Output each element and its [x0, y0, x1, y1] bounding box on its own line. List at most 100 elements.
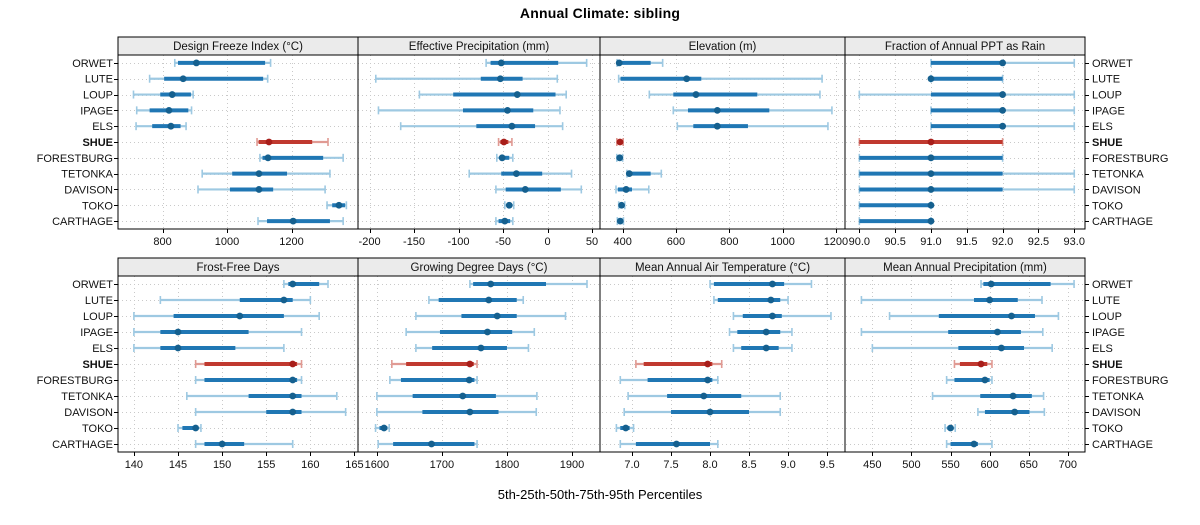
percentile-bar-shue: [391, 360, 478, 368]
percentile-bar-lute: [374, 74, 559, 83]
median-dot: [622, 424, 630, 432]
axis-tick-label: -50: [495, 236, 511, 248]
median-dot: [616, 217, 624, 225]
percentile-bar-els: [676, 122, 829, 131]
median-dot: [999, 91, 1007, 98]
axis-tick-label: 90.0: [849, 236, 870, 248]
axis-tick-label: 8.5: [741, 459, 756, 471]
median-dot: [762, 344, 770, 352]
percentile-bar-davison: [495, 185, 583, 194]
percentile-bar-ipage: [860, 328, 1044, 336]
panel-growing-degree-days-c: 1600 1700 1800 1900 Growing Degree Days (°C): [357, 257, 601, 471]
site-label-right-forestburg: FORESTBURG: [1092, 153, 1168, 165]
axis-tick-label: 93.0: [1064, 236, 1085, 248]
median-dot: [1011, 408, 1019, 416]
median-dot: [289, 392, 297, 400]
median-dot: [466, 408, 474, 416]
median-dot: [218, 440, 226, 448]
median-dot: [521, 186, 529, 193]
site-label-right-carthage: CARTHAGE: [1092, 439, 1153, 451]
panel-border: [844, 275, 1086, 453]
median-dot: [769, 312, 776, 320]
median-dot: [466, 360, 474, 368]
axis-tick-label: 92.5: [1028, 236, 1049, 248]
percentile-bar-orwet: [930, 58, 1076, 67]
percentile-bar-davison: [197, 185, 326, 194]
percentile-bar-davison: [615, 185, 650, 194]
percentile-bar-davison: [858, 185, 1076, 194]
axis-tick-label: 8.0: [702, 459, 717, 471]
percentile-bar-tetonka: [186, 392, 338, 400]
percentile-bar-orwet: [709, 280, 813, 288]
percentile-bar-davison: [623, 408, 782, 416]
axis-tick-label: 7.5: [663, 459, 678, 471]
median-dot: [513, 91, 521, 98]
site-label-right-ipage: IPAGE: [1092, 327, 1125, 339]
median-dot: [264, 154, 272, 162]
axis-tick-label: 500: [902, 459, 920, 471]
percentile-bar-orwet: [485, 58, 588, 67]
percentile-bar-toko: [177, 424, 202, 432]
site-label-left-orwet: ORWET: [72, 279, 113, 291]
site-label-left-loup: LOUP: [83, 90, 113, 102]
percentile-bar-lute: [713, 296, 789, 304]
percentile-bar-ipage: [405, 328, 536, 336]
axis-tick-label: -200: [359, 236, 381, 248]
axis-tick-label: 800: [720, 236, 738, 248]
percentile-bar-forestburg: [259, 153, 344, 162]
site-label-right-orwet: ORWET: [1092, 279, 1133, 291]
percentile-bar-ipage: [728, 328, 793, 336]
median-dot: [500, 138, 508, 146]
percentile-bar-shue: [497, 138, 513, 146]
panel-frost-free-days: 140 145 150 155 160 165 Frost-Free Days: [114, 257, 364, 471]
median-dot: [280, 296, 288, 304]
median-dot: [504, 106, 511, 114]
percentile-bar-forestburg: [194, 376, 303, 384]
percentile-bar-forestburg: [619, 376, 719, 384]
site-label-left-els: ELS: [92, 121, 113, 133]
axis-tick-label: 600: [980, 459, 998, 471]
percentile-bar-loup: [858, 90, 1076, 99]
median-dot: [167, 122, 175, 130]
site-label-left-tetonka: TETONKA: [61, 391, 113, 403]
percentile-bar-loup: [732, 312, 832, 320]
percentile-bar-els: [415, 344, 530, 352]
percentile-bar-toko: [326, 201, 348, 210]
median-dot: [192, 59, 200, 67]
median-dot: [622, 186, 630, 193]
axis-tick-label: 160: [301, 459, 319, 471]
axis-tick-label: 1200: [279, 236, 303, 248]
site-label-right-davison: DAVISON: [1092, 407, 1141, 419]
median-dot: [704, 360, 712, 368]
percentile-bar-orwet: [173, 58, 272, 67]
median-dot: [496, 75, 504, 83]
median-dot: [999, 106, 1007, 114]
panel-header-title: Mean Annual Air Temperature (°C): [635, 262, 810, 274]
median-dot: [1008, 312, 1015, 320]
median-dot: [1009, 392, 1017, 400]
median-dot: [501, 217, 509, 225]
median-dot: [618, 201, 625, 209]
axis-tick-label: 800: [153, 236, 171, 248]
percentile-bar-els: [732, 344, 793, 352]
axis-tick-label: 140: [125, 459, 143, 471]
percentile-bar-davison: [194, 408, 347, 416]
median-dot: [970, 440, 978, 448]
axis-tick-label: 1000: [215, 236, 239, 248]
site-label-left-lute: LUTE: [85, 295, 113, 307]
site-label-left-shue: SHUE: [82, 359, 113, 371]
site-label-left-tetonka: TETONKA: [61, 169, 113, 181]
median-dot: [493, 312, 501, 320]
median-dot: [289, 280, 297, 288]
percentile-bar-tetonka: [468, 169, 573, 178]
percentile-bar-shue: [256, 138, 329, 146]
median-dot: [165, 106, 173, 114]
percentile-bar-forestburg: [945, 376, 993, 384]
median-dot: [508, 122, 516, 130]
median-dot: [487, 280, 495, 288]
percentile-bar-orwet: [469, 280, 588, 288]
site-label-left-davison: DAVISON: [64, 407, 113, 419]
panel-header-title: Mean Annual Precipitation (mm): [883, 262, 1047, 274]
percentile-bar-toko: [615, 424, 635, 432]
